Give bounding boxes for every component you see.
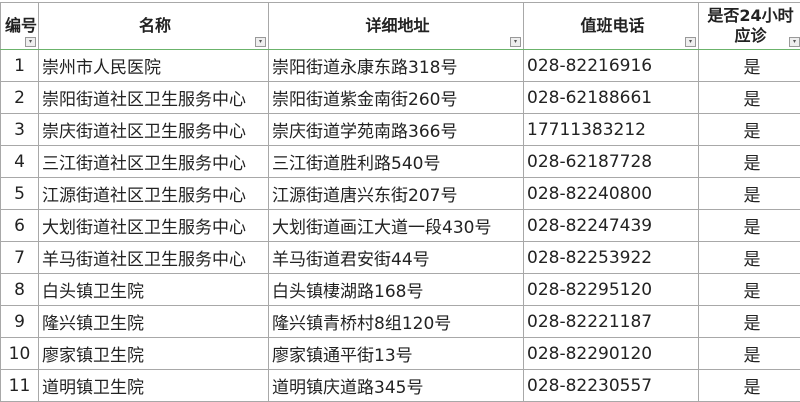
cell-no[interactable]: 2 xyxy=(0,81,39,114)
cell-name[interactable]: 崇州市人民医院 xyxy=(38,49,269,82)
cell-24h[interactable]: 是 xyxy=(698,209,800,242)
cell-24h[interactable]: 是 xyxy=(698,337,800,370)
cell-no[interactable]: 6 xyxy=(0,209,39,242)
cell-name[interactable]: 羊马街道社区卫生服务中心 xyxy=(38,241,269,274)
cell-phone[interactable]: 028-82247439 xyxy=(523,209,699,242)
cell-24h[interactable]: 是 xyxy=(698,177,800,210)
table-row: 6 大划街道社区卫生服务中心 大划街道画江大道一段430号 028-82247439 是 xyxy=(0,209,800,242)
cell-no[interactable]: 9 xyxy=(0,305,39,338)
cell-24h[interactable]: 是 xyxy=(698,241,800,274)
cell-no[interactable]: 10 xyxy=(0,337,39,370)
cell-name[interactable]: 廖家镇卫生院 xyxy=(38,337,269,370)
cell-address[interactable]: 江源街道唐兴东街207号 xyxy=(268,177,524,210)
cell-address[interactable]: 羊马街道君安街44号 xyxy=(268,241,524,274)
filter-dropdown-icon[interactable]: ▾ xyxy=(685,37,696,47)
table-row: 9 隆兴镇卫生院 隆兴镇青桥村8组120号 028-82221187 是 xyxy=(0,305,800,338)
header-row: 编号 ▾ 名称 ▾ 详细地址 ▾ 值班电话 ▾ 是否24小时应诊 ▾ xyxy=(0,2,800,50)
cell-no[interactable]: 8 xyxy=(0,273,39,306)
cell-address[interactable]: 道明镇庆道路345号 xyxy=(268,369,524,402)
header-phone: 值班电话 ▾ xyxy=(523,2,699,50)
cell-24h[interactable]: 是 xyxy=(698,145,800,178)
header-address: 详细地址 ▾ xyxy=(268,2,524,50)
cell-phone[interactable]: 028-82295120 xyxy=(523,273,699,306)
cell-phone[interactable]: 028-82290120 xyxy=(523,337,699,370)
cell-24h[interactable]: 是 xyxy=(698,81,800,114)
cell-address[interactable]: 大划街道画江大道一段430号 xyxy=(268,209,524,242)
cell-phone[interactable]: 17711383212 xyxy=(523,113,699,146)
cell-address[interactable]: 三江街道胜利路540号 xyxy=(268,145,524,178)
cell-address[interactable]: 隆兴镇青桥村8组120号 xyxy=(268,305,524,338)
cell-no[interactable]: 3 xyxy=(0,113,39,146)
cell-no[interactable]: 4 xyxy=(0,145,39,178)
cell-24h[interactable]: 是 xyxy=(698,369,800,402)
table-row: 1 崇州市人民医院 崇阳街道永康东路318号 028-82216916 是 xyxy=(0,49,800,82)
table-row: 5 江源街道社区卫生服务中心 江源街道唐兴东街207号 028-82240800 是 xyxy=(0,177,800,210)
cell-address[interactable]: 崇阳街道永康东路318号 xyxy=(268,49,524,82)
cell-name[interactable]: 三江街道社区卫生服务中心 xyxy=(38,145,269,178)
cell-name[interactable]: 江源街道社区卫生服务中心 xyxy=(38,177,269,210)
cell-name[interactable]: 隆兴镇卫生院 xyxy=(38,305,269,338)
table-row: 7 羊马街道社区卫生服务中心 羊马街道君安街44号 028-82253922 是 xyxy=(0,241,800,274)
cell-24h[interactable]: 是 xyxy=(698,305,800,338)
cell-phone[interactable]: 028-82216916 xyxy=(523,49,699,82)
cell-24h[interactable]: 是 xyxy=(698,113,800,146)
cell-name[interactable]: 大划街道社区卫生服务中心 xyxy=(38,209,269,242)
cell-phone[interactable]: 028-62187728 xyxy=(523,145,699,178)
cell-address[interactable]: 崇庆街道学苑南路366号 xyxy=(268,113,524,146)
cell-phone[interactable]: 028-62188661 xyxy=(523,81,699,114)
filter-dropdown-icon[interactable]: ▾ xyxy=(789,37,800,47)
cell-address[interactable]: 白头镇棲湖路168号 xyxy=(268,273,524,306)
cell-address[interactable]: 廖家镇通平街13号 xyxy=(268,337,524,370)
filter-dropdown-icon[interactable]: ▾ xyxy=(510,37,521,47)
table-row: 4 三江街道社区卫生服务中心 三江街道胜利路540号 028-62187728 是 xyxy=(0,145,800,178)
header-name: 名称 ▾ xyxy=(38,2,269,50)
cell-no[interactable]: 5 xyxy=(0,177,39,210)
cell-no[interactable]: 11 xyxy=(0,369,39,402)
cell-phone[interactable]: 028-82221187 xyxy=(523,305,699,338)
header-24h: 是否24小时应诊 ▾ xyxy=(698,2,800,50)
cell-24h[interactable]: 是 xyxy=(698,49,800,82)
cell-phone[interactable]: 028-82253922 xyxy=(523,241,699,274)
table-row: 8 白头镇卫生院 白头镇棲湖路168号 028-82295120 是 xyxy=(0,273,800,306)
cell-name[interactable]: 崇阳街道社区卫生服务中心 xyxy=(38,81,269,114)
cell-name[interactable]: 崇庆街道社区卫生服务中心 xyxy=(38,113,269,146)
cell-address[interactable]: 崇阳街道紫金南街260号 xyxy=(268,81,524,114)
table-row: 3 崇庆街道社区卫生服务中心 崇庆街道学苑南路366号 17711383212 是 xyxy=(0,113,800,146)
header-no: 编号 ▾ xyxy=(0,2,39,50)
filter-dropdown-icon[interactable]: ▾ xyxy=(255,37,266,47)
table-row: 11 道明镇卫生院 道明镇庆道路345号 028-82230557 是 xyxy=(0,369,800,402)
table-row: 2 崇阳街道社区卫生服务中心 崇阳街道紫金南街260号 028-62188661 是 xyxy=(0,81,800,114)
cell-name[interactable]: 白头镇卫生院 xyxy=(38,273,269,306)
cell-phone[interactable]: 028-82230557 xyxy=(523,369,699,402)
table-row: 10 廖家镇卫生院 廖家镇通平街13号 028-82290120 是 xyxy=(0,337,800,370)
cell-24h[interactable]: 是 xyxy=(698,273,800,306)
cell-name[interactable]: 道明镇卫生院 xyxy=(38,369,269,402)
cell-no[interactable]: 7 xyxy=(0,241,39,274)
cell-phone[interactable]: 028-82240800 xyxy=(523,177,699,210)
cell-no[interactable]: 1 xyxy=(0,49,39,82)
filter-dropdown-icon[interactable]: ▾ xyxy=(25,37,36,47)
